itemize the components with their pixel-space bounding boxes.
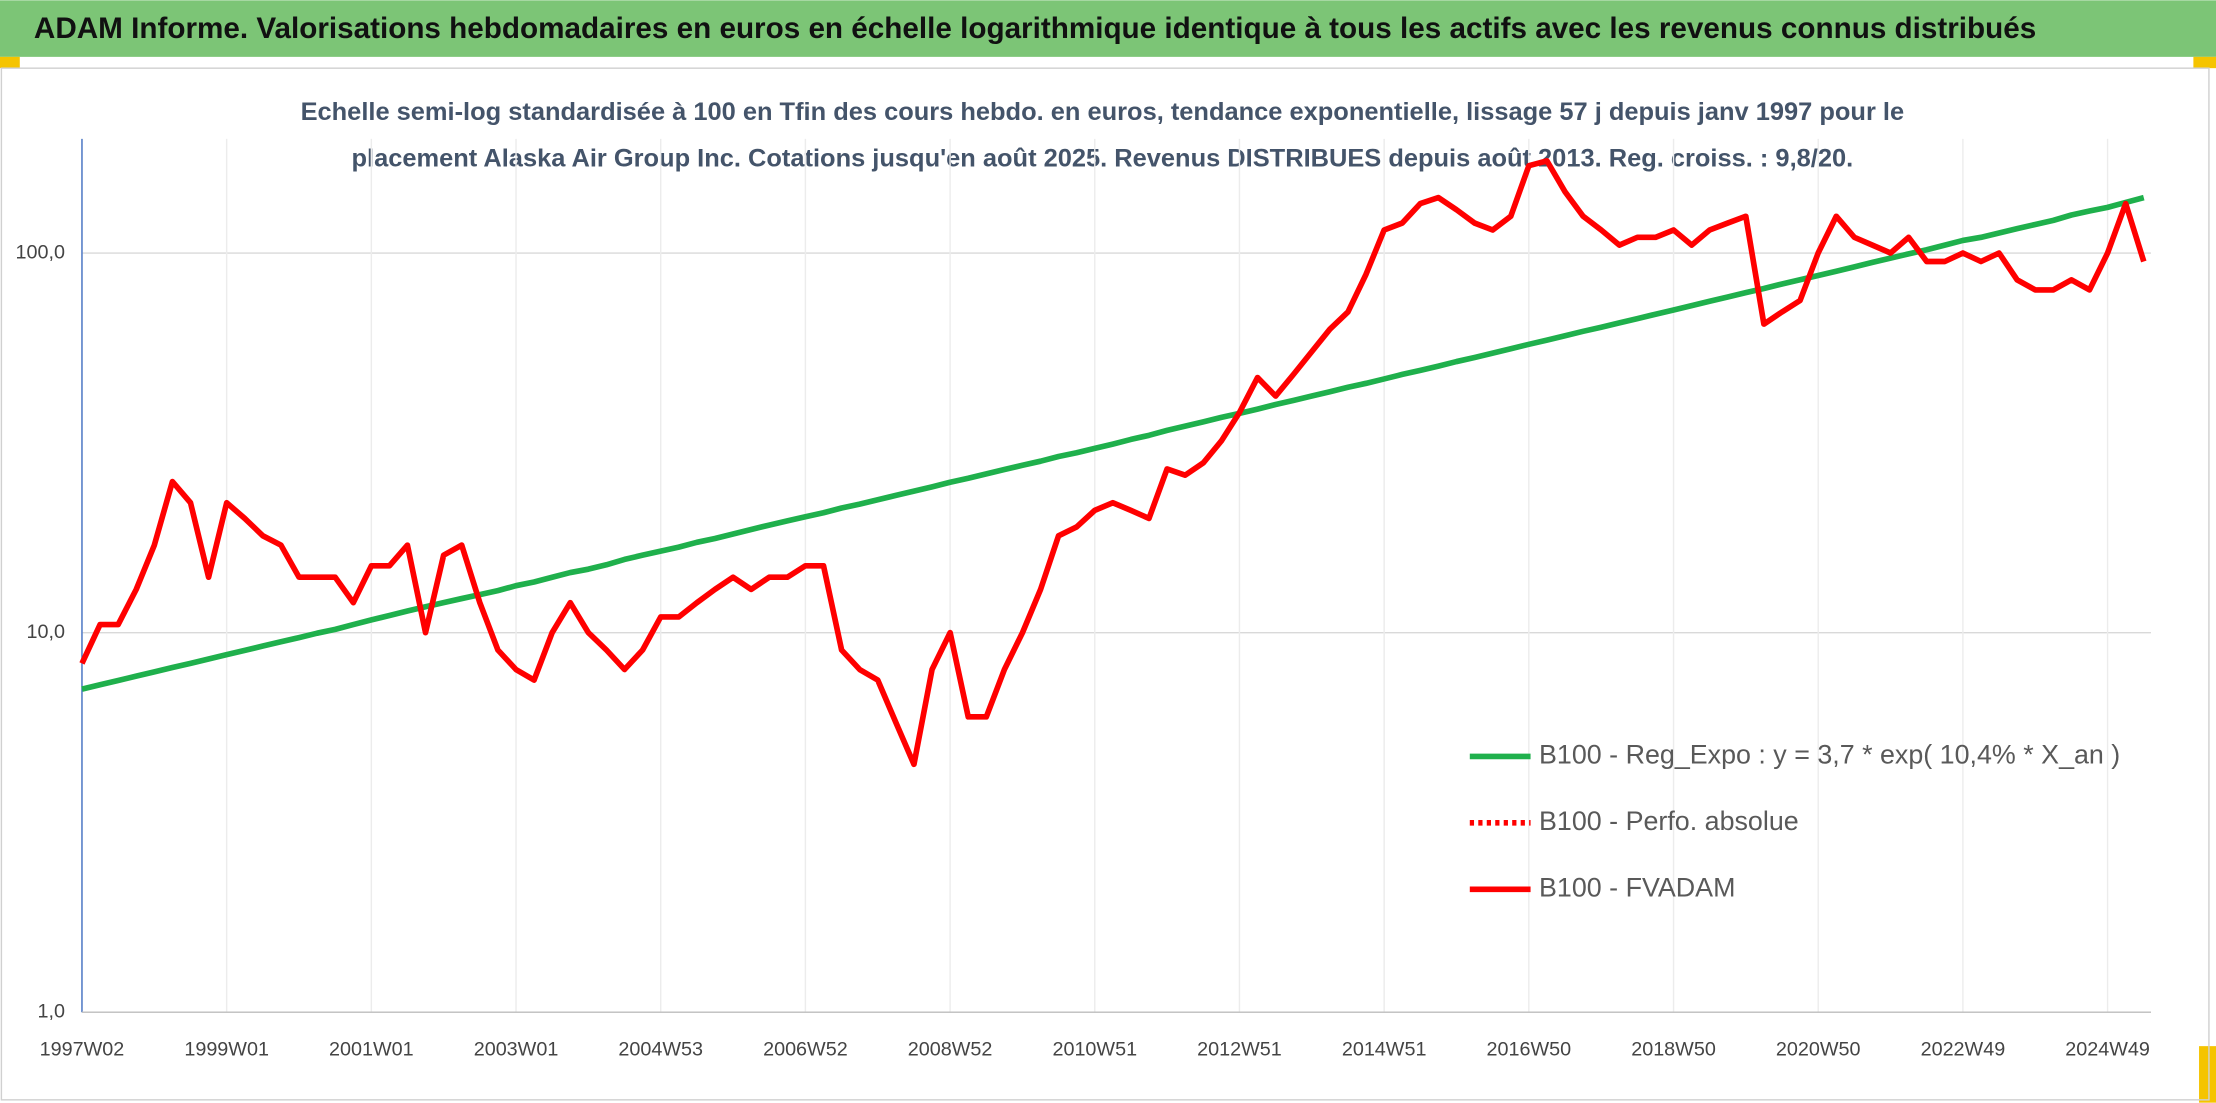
x-tick-label: 2016W50 [1487, 1039, 1572, 1061]
legend-label: B100 - FVADAM [1539, 872, 1735, 902]
x-tick-label: 1997W02 [40, 1039, 125, 1061]
x-tick-label: 2003W01 [474, 1039, 559, 1061]
chart-subtitle: placement Alaska Air Group Inc. Cotation… [352, 145, 1854, 173]
x-tick-label: 2018W50 [1631, 1039, 1716, 1061]
x-tick-label: 2006W52 [763, 1039, 848, 1061]
x-tick-label: 2024W49 [2065, 1039, 2150, 1061]
y-tick-label: 100,0 [16, 241, 65, 263]
x-tick-label: 2004W53 [618, 1039, 703, 1061]
x-tick-label: 1999W01 [184, 1039, 269, 1061]
x-tick-label: 2020W50 [1776, 1039, 1861, 1061]
legend-label: B100 - Reg_Expo : y = 3,7 * exp( 10,4% *… [1539, 740, 2120, 770]
chart-subtitle: Echelle semi-log standardisée à 100 en T… [301, 98, 1905, 126]
legend-label: B100 - Perfo. absolue [1539, 806, 1799, 836]
chart-frame [0, 67, 2210, 1101]
x-tick-label: 2010W51 [1052, 1039, 1137, 1061]
x-tick-label: 2012W51 [1197, 1039, 1282, 1061]
header-band [0, 0, 2216, 57]
y-tick-label: 10,0 [27, 621, 65, 643]
x-tick-label: 2001W01 [329, 1039, 414, 1061]
chart-title: ADAM Informe. Valorisations hebdomadaire… [34, 12, 2036, 45]
y-tick-label: 1,0 [38, 1000, 65, 1022]
x-tick-label: 2022W49 [1921, 1039, 2006, 1061]
corner-mark [0, 56, 20, 69]
x-tick-label: 2008W52 [908, 1039, 993, 1061]
data-line [81, 194, 2145, 692]
data-line [79, 158, 2147, 768]
corner-mark [2199, 1046, 2216, 1103]
x-tick-label: 2014W51 [1342, 1039, 1427, 1061]
corner-mark [2193, 56, 2216, 69]
